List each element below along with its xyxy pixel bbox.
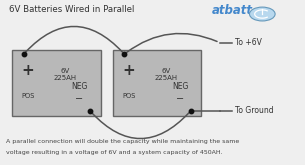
Text: 225AH: 225AH — [154, 75, 178, 81]
Text: POS: POS — [122, 93, 135, 99]
Text: 6V Batteries Wired in Parallel: 6V Batteries Wired in Parallel — [9, 5, 135, 14]
Text: 6V: 6V — [161, 68, 170, 74]
Bar — [12, 50, 101, 116]
Text: NEG: NEG — [172, 82, 188, 91]
Bar — [113, 50, 201, 116]
Text: To +6V: To +6V — [235, 38, 262, 47]
Text: +: + — [122, 63, 135, 78]
Text: 225AH: 225AH — [54, 75, 77, 81]
Text: atbatt: atbatt — [212, 4, 253, 17]
Text: POS: POS — [21, 93, 35, 99]
Text: −: − — [75, 94, 84, 104]
Text: −: − — [176, 94, 184, 104]
Text: NEG: NEG — [71, 82, 88, 91]
Text: A parallel connection will double the capacity while maintaining the same: A parallel connection will double the ca… — [6, 139, 239, 144]
Circle shape — [249, 7, 275, 21]
Text: To Ground: To Ground — [235, 106, 274, 115]
Text: voltage resulting in a voltage of 6V and a system capacity of 450AH.: voltage resulting in a voltage of 6V and… — [6, 150, 223, 155]
Text: 6V: 6V — [61, 68, 70, 74]
Text: +: + — [22, 63, 34, 78]
